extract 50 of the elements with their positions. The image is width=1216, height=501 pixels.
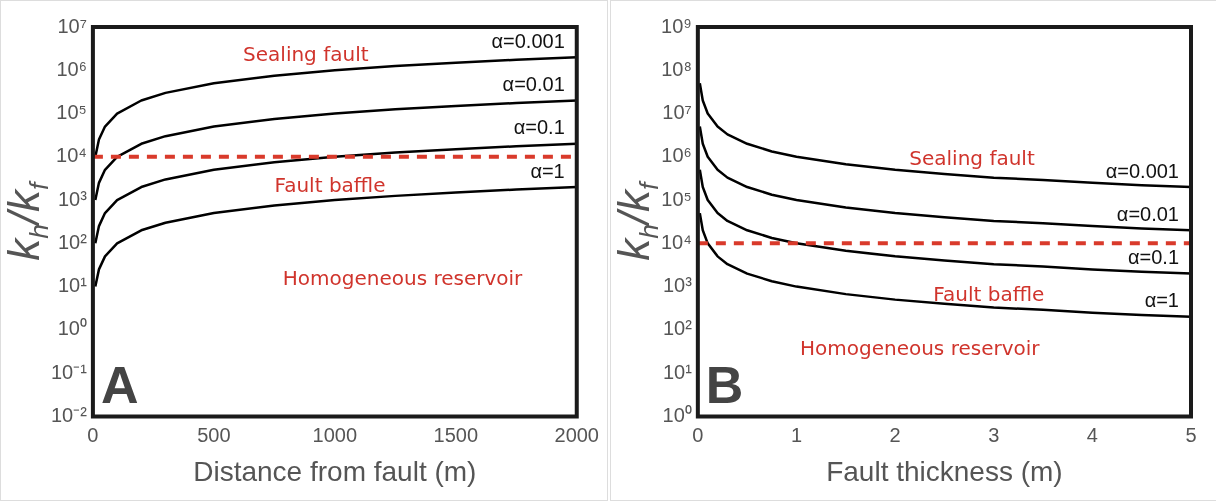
annotation: Sealing fault xyxy=(243,42,369,67)
y-tick-label: 10¹ xyxy=(58,274,88,297)
series-label: α=0.1 xyxy=(513,116,565,139)
y-tick-label: 10⁴ xyxy=(56,144,87,167)
x-tick-label: 3 xyxy=(988,423,1000,446)
y-tick-label: 10³ xyxy=(58,187,88,210)
series-label: α=0.01 xyxy=(502,73,565,96)
series-label: α=0.001 xyxy=(1105,159,1179,182)
x-tick-label: 2000 xyxy=(554,423,599,446)
y-tick-label: 10⁹ xyxy=(661,14,692,37)
x-tick-label: 500 xyxy=(197,423,231,446)
x-tick-label: 5 xyxy=(1185,423,1197,446)
x-tick-label: 0 xyxy=(692,423,704,446)
annotation: Fault baffle xyxy=(933,281,1045,306)
x-tick-label: 1500 xyxy=(433,423,479,446)
y-tick-label: 10² xyxy=(662,317,693,340)
annotation: Fault baffle xyxy=(274,172,386,197)
x-axis-title: Distance from fault (m) xyxy=(193,455,477,487)
y-tick-label: 10⁰ xyxy=(57,317,87,340)
y-axis-title: kh/kf xyxy=(0,179,54,261)
y-tick-label: 10² xyxy=(58,230,88,253)
series-label: α=0.01 xyxy=(1116,202,1179,225)
x-tick-label: 1000 xyxy=(312,423,358,446)
series-label: α=1 xyxy=(1144,289,1179,312)
y-tick-label: 10⁸ xyxy=(661,57,692,80)
y-tick-label: 10⁴ xyxy=(661,230,692,253)
x-tick-label: 2 xyxy=(889,423,901,446)
x-tick-label: 0 xyxy=(87,423,99,446)
y-tick-label: 10⁵ xyxy=(56,101,87,124)
annotation: B xyxy=(705,355,744,414)
series-label: α=1 xyxy=(530,159,565,182)
y-tick-label: 10¹ xyxy=(662,360,693,383)
x-axis-title: Fault thickness (m) xyxy=(826,455,1063,487)
y-tick-label: 10⁵ xyxy=(661,187,692,210)
y-tick-label: 10⁶ xyxy=(661,144,692,167)
series-label: α=0.001 xyxy=(491,29,565,52)
y-tick-label: 10⁷ xyxy=(662,101,692,124)
series-label: α=0.1 xyxy=(1127,246,1179,269)
x-tick-label: 1 xyxy=(790,423,803,446)
y-tick-label: 10³ xyxy=(662,274,693,297)
annotation: Homogeneous reservoir xyxy=(799,336,1041,361)
annotation: Sealing fault xyxy=(909,145,1035,170)
y-tick-label: 10⁻² xyxy=(51,403,88,426)
y-tick-label: 10⁶ xyxy=(56,57,87,80)
y-tick-label: 10⁷ xyxy=(57,14,87,37)
y-tick-label: 10⁻¹ xyxy=(51,360,88,383)
x-tick-label: 4 xyxy=(1086,423,1098,446)
y-tick-label: 10⁰ xyxy=(662,403,692,426)
annotation: A xyxy=(100,355,139,414)
annotation: Homogeneous reservoir xyxy=(282,266,524,291)
